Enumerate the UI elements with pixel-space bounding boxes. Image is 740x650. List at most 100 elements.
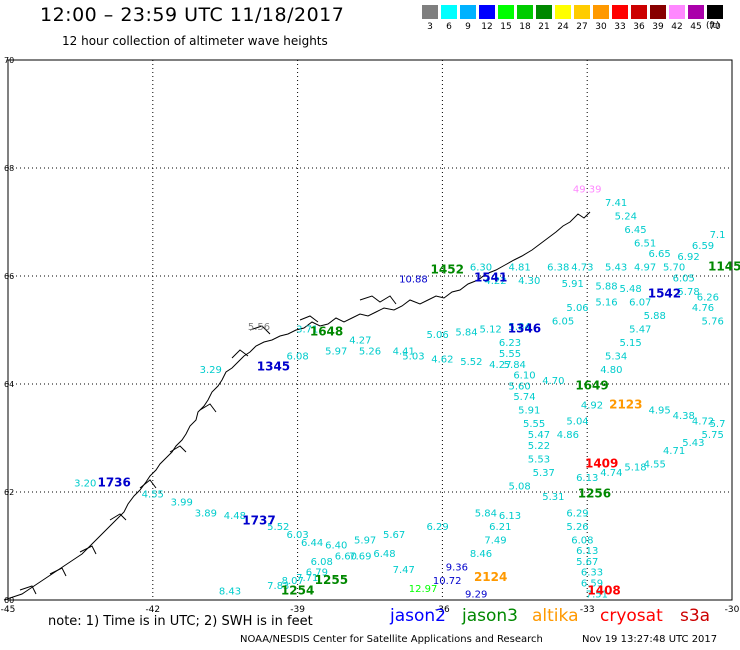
- longitude-tick-label: -45: [1, 605, 16, 615]
- wave-height-value: 5.18: [624, 462, 646, 473]
- wave-height-value: 6.59: [692, 241, 714, 252]
- wave-height-value: 5.84: [504, 360, 526, 371]
- wave-height-value: 3.29: [200, 365, 222, 376]
- pass-time-label: 2124: [474, 570, 507, 584]
- wave-height-value: 7.69: [349, 552, 371, 563]
- wave-height-value: 4.71: [663, 446, 685, 457]
- wave-height-value: 7.47: [393, 565, 415, 576]
- wave-height-value: 5.24: [615, 211, 637, 222]
- pass-time-label: 1408: [587, 584, 620, 598]
- pass-time-label: 1255: [315, 573, 348, 587]
- wave-height-value: 6.21: [489, 522, 511, 533]
- wave-height-value: 5.55: [499, 349, 521, 360]
- color-swatch-label: 70: [709, 22, 721, 32]
- pass-time-label: 1542: [648, 287, 681, 301]
- wave-height-value: 5.04: [566, 417, 588, 428]
- legend-cryosat: cryosat: [600, 606, 663, 626]
- wave-height-value: 4.76: [692, 303, 714, 314]
- latitude-tick-label: 60: [4, 596, 14, 605]
- wave-height-value: 4.38: [673, 411, 695, 422]
- color-swatch-label: 39: [652, 22, 664, 32]
- wave-height-value: 5.26: [359, 346, 381, 357]
- pass-time-label: 1409: [585, 457, 618, 471]
- wave-height-value: 8.07: [282, 576, 304, 587]
- wave-height-value: 5.31: [542, 492, 564, 503]
- wave-height-value: 6.13: [576, 546, 598, 557]
- wave-height-value: 9.29: [465, 589, 487, 600]
- longitude-tick-label: -36: [435, 605, 450, 615]
- color-swatch-label: 18: [519, 22, 531, 32]
- wave-height-value: 6.08: [286, 352, 308, 363]
- latitude-tick-label: 70: [4, 56, 14, 65]
- wave-height-value: 6.79: [306, 568, 328, 579]
- wave-height-value: 5.56: [248, 322, 270, 333]
- pass-time-label: 1145: [708, 260, 740, 274]
- wave-height-value: 6.26: [697, 292, 719, 303]
- color-swatch: [498, 5, 514, 19]
- wave-height-value: 6.51: [634, 238, 656, 249]
- wave-height-value: 4.22: [484, 276, 506, 287]
- latitude-tick-label: 62: [4, 488, 14, 497]
- wave-height-value: 4.95: [648, 406, 670, 417]
- wave-height-value: 5.47: [528, 430, 550, 441]
- color-swatch-label: 6: [446, 22, 452, 32]
- wave-height-value: 5.84: [508, 322, 530, 333]
- wave-height-value: 4.72: [692, 417, 714, 428]
- wave-height-value: 9.36: [446, 562, 468, 573]
- greenland-coastline: [3, 211, 591, 601]
- color-swatch-label: 36: [633, 22, 645, 32]
- wave-height-value: 3.89: [195, 508, 217, 519]
- wave-height-value: 3.20: [74, 479, 96, 490]
- pass-time-label: 1452: [431, 262, 464, 276]
- wave-height-value: 6.45: [624, 225, 646, 236]
- wave-height-value: 5.03: [402, 352, 424, 363]
- wave-height-value: 8.43: [219, 587, 241, 598]
- longitude-tick-label: -33: [580, 605, 595, 615]
- color-swatch: [631, 5, 647, 19]
- wave-height-value: 5.52: [267, 522, 289, 533]
- wave-height-value: 6.59: [581, 579, 603, 590]
- wave-height-value: 6.33: [581, 568, 603, 579]
- wave-height-value: 6.08: [571, 535, 593, 546]
- wave-height-value: 6.38: [547, 263, 569, 274]
- wave-height-value: 3.71: [296, 325, 318, 336]
- color-swatch: [669, 5, 685, 19]
- latitude-tick-label: 64: [4, 380, 14, 389]
- wave-height-value: 6.29: [426, 522, 448, 533]
- wave-height-value: 7.51: [586, 589, 608, 600]
- color-swatch-label: 33: [614, 22, 626, 32]
- wave-height-value: 6.44: [301, 538, 323, 549]
- wave-height-value: 5.67: [576, 557, 598, 568]
- wave-height-value: 5.74: [513, 392, 535, 403]
- wave-height-value: 5.16: [595, 298, 617, 309]
- wave-height-value: 8.46: [470, 549, 492, 560]
- wave-height-value: 3.99: [171, 498, 193, 509]
- wave-height-value: 5.08: [508, 481, 530, 492]
- wave-height-value: 6.92: [677, 252, 699, 263]
- wave-height-value: 5.84: [455, 327, 477, 338]
- wave-height-value: 4.81: [508, 263, 530, 274]
- wave-height-value: 4.62: [431, 354, 453, 365]
- wave-height-value: 49.39: [573, 184, 602, 195]
- color-swatch-label: 24: [557, 22, 569, 32]
- legend-jason3: jason3: [462, 606, 518, 626]
- wave-height-value: 5.78: [677, 287, 699, 298]
- footnote: note: 1) Time is in UTC; 2) SWH is in fe…: [48, 614, 313, 629]
- color-swatch: [707, 5, 723, 19]
- legend-altika: altika: [532, 606, 579, 626]
- wave-height-value: 5.47: [629, 325, 651, 336]
- pass-time-label: 1737: [242, 513, 275, 527]
- wave-height-value: 4.92: [581, 400, 603, 411]
- longitude-tick-label: -30: [725, 605, 740, 615]
- wave-height-value: 5.91: [562, 279, 584, 290]
- wave-height-value: 5.12: [480, 325, 502, 336]
- color-swatch: [422, 5, 438, 19]
- wave-height-value: 4.55: [142, 489, 164, 500]
- pass-time-label: 1541: [474, 270, 507, 284]
- wave-height-value: 5.55: [523, 419, 545, 430]
- color-swatch-label: 12: [481, 22, 493, 32]
- wave-height-value: 4.97: [634, 263, 656, 274]
- wave-height-value: 5.91: [518, 406, 540, 417]
- color-swatch-label: 15: [500, 22, 512, 32]
- color-swatch: [517, 5, 533, 19]
